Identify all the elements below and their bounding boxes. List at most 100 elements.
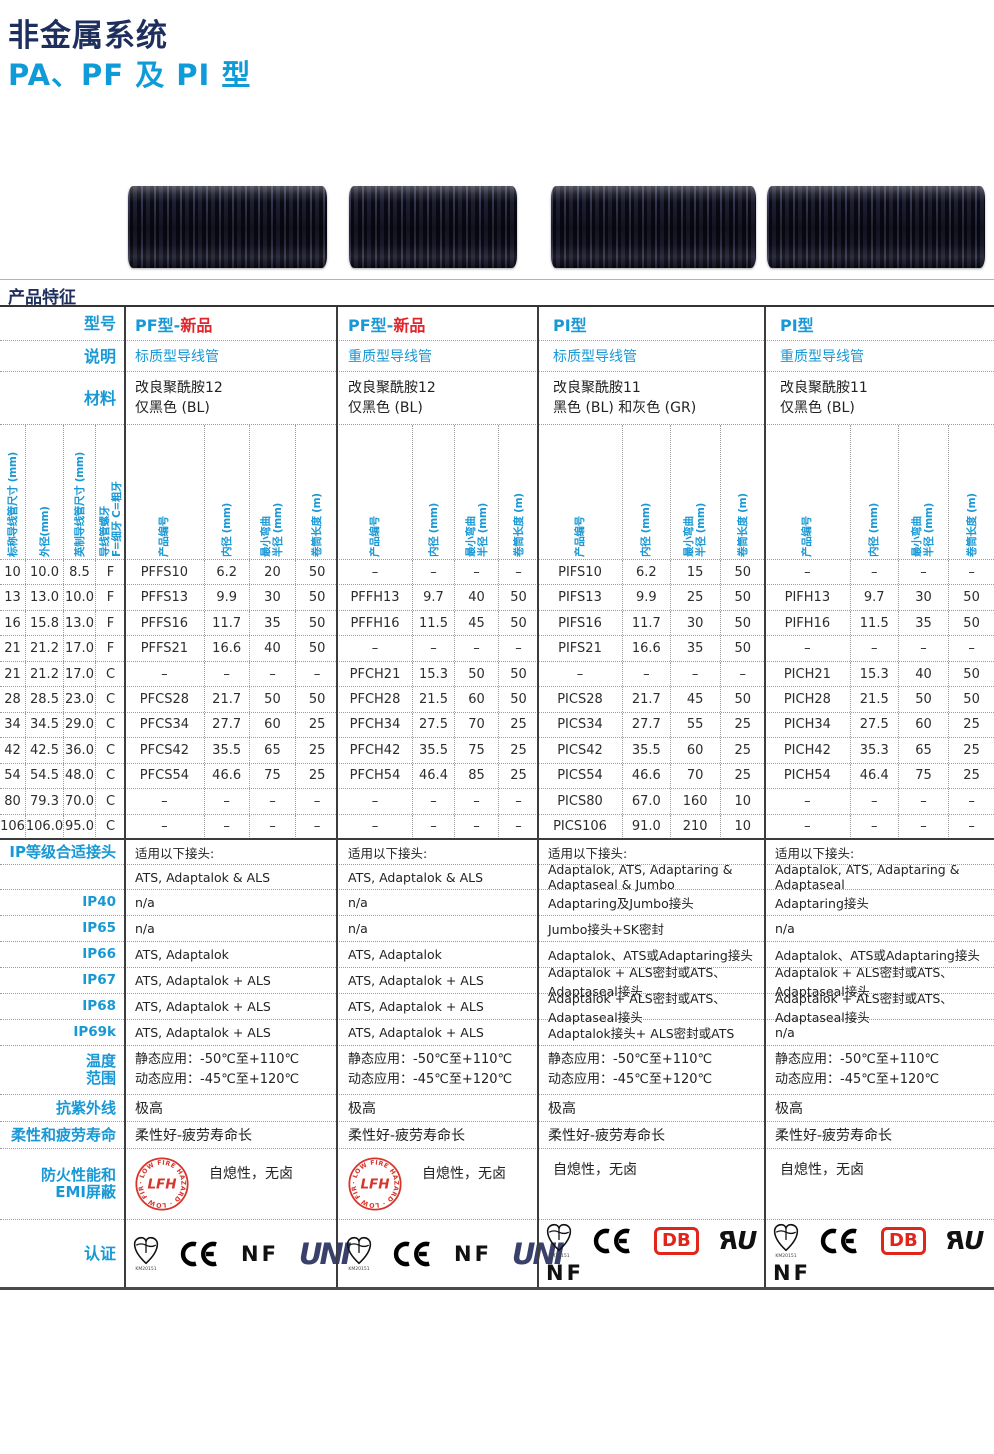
- table-cell: PFFS16: [140, 615, 189, 631]
- table-row: 54 54.5 48.0 C PFCS54 46.6 75 25 PFCH54 46.4 85 25 P…: [0, 763, 994, 790]
- ip65-cell: n/a: [775, 921, 795, 936]
- table-cell: 46.4: [412, 763, 454, 789]
- column-header: 产品编号: [125, 425, 204, 559]
- table-cell: 21: [4, 666, 21, 682]
- table-cell: 16.6: [203, 636, 249, 661]
- table-row: 42 42.5 36.0 C PFCS42 35.5 65 25 PFCH42 35.5 75 25 P…: [0, 738, 994, 764]
- table-cell: PFCS42: [139, 742, 189, 758]
- flexibility-cell: 柔性好-疲劳寿命长: [135, 1128, 253, 1144]
- column-header: 产品编号: [338, 425, 412, 559]
- column-header: 最小弯曲 半径 (mm): [897, 425, 948, 559]
- ip66-cell: Adaptalok、ATS或Adaptaring接头: [548, 948, 753, 963]
- material-line: 改良聚酰胺12: [135, 380, 223, 396]
- row-label-ip68: IP68: [82, 998, 116, 1014]
- table-cell: 35: [897, 610, 948, 636]
- table-cell: 85: [454, 763, 498, 789]
- table-cell: 16.6: [621, 636, 670, 661]
- material-line: 黑色 (BL) 和灰色 (GR): [553, 400, 697, 416]
- row-label-empty: [0, 865, 125, 889]
- fittings-cell: Adaptalok, ATS, Adaptaring & Adaptaseal: [775, 862, 960, 892]
- table-cell: 65: [248, 738, 296, 763]
- table-cell: 35: [669, 636, 720, 661]
- column-header-label: 卷筒长度 (m): [311, 493, 324, 557]
- table-cell: PICS42: [557, 742, 603, 758]
- table-cell: 67.0: [621, 789, 670, 814]
- ce-logo: [179, 1240, 221, 1268]
- svg-text:LFH: LFH: [147, 1177, 177, 1193]
- table-cell: 25: [948, 763, 994, 789]
- table-cell: 9.7: [849, 585, 898, 610]
- ip68-cell: Adaptalok + ALS密封或ATS、Adaptaseal接头: [775, 990, 953, 1025]
- column-header: 最小弯曲 半径 (mm): [248, 425, 296, 559]
- model-cell: PF型- 新品: [125, 307, 338, 340]
- table-cell: 160: [669, 789, 720, 814]
- table-cell: –: [669, 661, 720, 687]
- table-cell: 75: [248, 763, 296, 789]
- material-cell: 改良聚酰胺11 仅黑色 (BL): [765, 372, 994, 424]
- table-cell: –: [948, 814, 994, 839]
- uv-cell: 极高: [348, 1101, 376, 1117]
- table-cell: 25: [719, 738, 765, 763]
- table-cell: PIFH16: [784, 615, 831, 631]
- table-cell: 27.7: [203, 712, 249, 738]
- table-cell: 25: [498, 712, 538, 738]
- table-cell: 21: [4, 641, 21, 657]
- table-cell: 70.0: [63, 789, 95, 814]
- kema-logo: KM20151: [773, 1223, 799, 1259]
- column-header-label: 最小弯曲 半径 (mm): [464, 502, 489, 557]
- page-subtitle: PA、PF 及 PI 型: [8, 58, 252, 92]
- table-cell: –: [371, 793, 379, 809]
- lfh-low-fire-hazard-icon: · LOW FIRE HAZARD · LOW FIRE HAZARD LFH: [348, 1157, 402, 1211]
- db-logo: DB: [654, 1226, 699, 1255]
- group-column-headers: 产品编号 内径 (mm) 最小弯曲 半径 (mm) 卷筒长度 (m): [765, 425, 994, 559]
- table-cell: PFFH13: [350, 590, 400, 606]
- temp-dynamic: 动态应用：-45℃至+120℃: [135, 1072, 300, 1087]
- uv-cell: 极高: [548, 1101, 576, 1117]
- table-cell: 50: [719, 560, 765, 585]
- table-row: 106 106.0 95.0 C – – – – – – – – PICS106 91.0 210 10– – –…: [0, 814, 994, 840]
- fittings-cell: Adaptalok, ATS, Adaptaring & Adaptaseal …: [548, 862, 733, 892]
- table-cell: –: [203, 814, 249, 839]
- fittings-head-cell: 适用以下接头:: [775, 845, 855, 861]
- table-cell: 21.5: [412, 687, 454, 712]
- row-material: 材料 改良聚酰胺12 仅黑色 (BL) 改良聚酰胺12 仅黑色 (BL) 改良聚酰胺…: [0, 372, 994, 425]
- table-cell: –: [498, 789, 538, 814]
- fire-cell: · LOW FIRE HAZARD · LOW FIRE HAZARD LFH …: [338, 1149, 538, 1219]
- column-header-label: 内径 (mm): [220, 502, 233, 557]
- ip65-cell: Jumbo接头+SK密封: [548, 922, 664, 937]
- table-cell: 21.5: [849, 687, 898, 712]
- db-logo: DB: [881, 1226, 926, 1255]
- table-cell: –: [804, 641, 811, 657]
- table-cell: 17.0: [63, 636, 95, 661]
- ce-logo: [392, 1240, 434, 1268]
- table-cell: 50: [498, 661, 538, 687]
- table-cell: 50: [295, 687, 338, 712]
- row-label-ip66: IP66: [82, 946, 116, 962]
- column-header: 卷筒长度 (m): [948, 425, 994, 559]
- table-cell: 91.0: [621, 814, 670, 839]
- table-cell: 9.9: [621, 585, 670, 610]
- model-cell: PI型: [538, 307, 765, 340]
- table-cell: 50: [948, 687, 994, 712]
- column-header: 导线管螺牙 F=细牙 C=粗牙: [95, 425, 125, 559]
- table-cell: F: [95, 610, 125, 636]
- table-cell: 35.5: [412, 738, 454, 763]
- divider: [0, 279, 994, 280]
- table-cell: 55: [669, 712, 720, 738]
- table-cell: 50: [454, 661, 498, 687]
- row-label-model: 型号: [83, 314, 116, 333]
- table-cell: 48.0: [63, 763, 95, 789]
- column-header-label: 内径 (mm): [868, 502, 881, 557]
- table-cell: 25: [948, 712, 994, 738]
- table-cell: C: [95, 738, 125, 763]
- ip68-cell: ATS, Adaptalok + ALS: [135, 999, 271, 1014]
- column-divider: [537, 307, 539, 1287]
- table-cell: –: [849, 789, 898, 814]
- table-cell: 50: [948, 661, 994, 687]
- column-header-label: 产品编号: [573, 516, 586, 557]
- cert-logo-row: NF: [773, 1261, 811, 1285]
- table-cell: 10: [719, 814, 765, 839]
- table-cell: PFCS28: [139, 691, 189, 707]
- table-cell: 80: [4, 793, 21, 809]
- table-cell: C: [95, 712, 125, 738]
